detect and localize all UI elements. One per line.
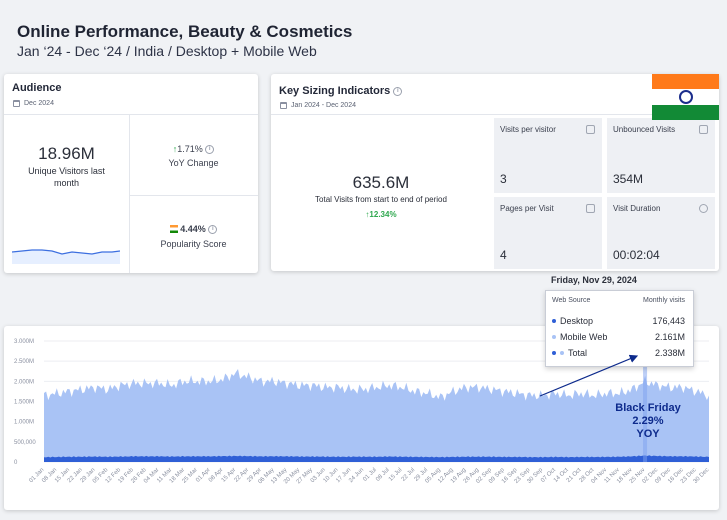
annotation-line-3: YOY [636,428,660,440]
y-tick-label: 0 [14,460,18,466]
ashoka-chakra-icon [679,90,693,104]
tile-visits-per-visitor: Visits per visitor 3 [494,118,602,193]
yoy-change-text: 1.71% [177,144,203,154]
highlight-marker [643,357,648,462]
legend-dot-icon [552,351,556,355]
tile-visit-duration: Visit Duration 00:02:04 [607,197,715,269]
info-icon[interactable]: i [205,145,215,155]
popularity-score-text: 4.44% [180,224,206,234]
black-friday-annotation: Black Friday 2.29% YOY [604,402,692,441]
legend-dot-icon [552,319,556,323]
chart-tooltip: Web Source Monthly visits Desktop 176,44… [545,290,694,367]
tile-unbounced-visits: Unbounced Visits 354M [607,118,715,193]
mobile-web-area [44,369,709,462]
tile-pages-per-visit: Pages per Visit 4 [494,197,602,269]
calendar-icon [13,100,20,107]
tooltip-col-visits: Monthly visits [642,297,685,304]
popularity-score-label: Popularity Score [160,239,227,249]
unique-visitors-label: Unique Visitors last month [28,166,105,188]
clock-icon [699,204,708,213]
pages-icon [586,204,595,213]
traffic-chart-card: 0 500,000 1.000M 1.500M 2.000M 2.500M 3.000M 01… [4,326,719,510]
tile-label: Unbounced Visits [613,125,676,134]
legend-dot-icon [560,351,564,355]
tooltip-row-value: 2.338M [654,348,685,358]
tooltip-row-total: Total 2.338M [552,348,685,358]
tooltip-row-value: 2.161M [654,332,685,342]
up-arrow-icon: ↑ [172,144,178,154]
y-tick-label: 500,000 [14,440,36,446]
ksi-date: Jan 2024 - Dec 2024 [280,102,356,109]
tooltip-col-source: Web Source [552,297,591,304]
arrow-out-icon [699,125,708,134]
key-sizing-indicators-card: Key Sizing Indicators i Jan 2024 - Dec 2… [271,74,719,271]
total-visits-change: ↑12.34% [365,210,397,219]
info-icon[interactable]: i [393,86,403,96]
traffic-area-chart[interactable]: 0500,0001.000M1.500M2.000M2.500M3.000M01… [4,326,719,510]
yoy-change-value: ↑1.71% i [129,144,258,155]
desktop-area [44,455,709,462]
tile-value: 00:02:04 [613,248,660,262]
popularity-score-value: 4.44% i [129,224,258,235]
ksi-date-text: Jan 2024 - Dec 2024 [291,102,356,109]
tooltip-date: Friday, Nov 29, 2024 [551,275,637,285]
calendar-icon [586,125,595,134]
tile-label: Pages per Visit [500,204,554,213]
ksi-title-text: Key Sizing Indicators [279,85,391,97]
tooltip-row-name: Mobile Web [560,332,608,342]
tile-label: Visit Duration [613,204,661,213]
total-visits-value: 635.6M [352,173,410,192]
y-tick-label: 1.500M [14,400,34,406]
visitors-sparkline [12,249,120,264]
india-flag-icon [169,225,178,233]
y-tick-label: 3.000M [14,339,34,345]
tooltip-row-desktop: Desktop 176,443 [552,316,685,326]
y-tick-label: 1.000M [14,420,34,426]
tile-value: 4 [500,248,507,262]
ksi-title: Key Sizing Indicators i [279,85,403,97]
annotation-line-1: Black Friday [615,402,681,414]
tooltip-row-name: Total [568,348,588,358]
tile-value: 3 [500,172,507,186]
page-title: Online Performance, Beauty & Cosmetics [17,22,353,41]
annotation-line-2: 2.29% [632,415,664,427]
legend-dot-icon [552,335,556,339]
tooltip-row-name: Desktop [560,316,594,326]
tile-label: Visits per visitor [500,125,556,134]
tile-value: 354M [613,172,644,186]
page-subtitle: Jan ‘24 - Dec ‘24 / India / Desktop + Mo… [17,43,317,59]
audience-date-text: Dec 2024 [24,100,54,107]
calendar-icon [280,102,287,109]
india-flag [652,74,719,120]
total-visits-change-text: 12.34% [369,210,397,219]
unique-visitors-value: 18.96M [38,144,95,163]
tooltip-row-value: 176,443 [652,316,685,326]
y-tick-label: 2.000M [14,379,34,385]
audience-date: Dec 2024 [13,100,54,107]
yoy-change-label: YoY Change [168,158,219,168]
audience-card: Audience Dec 2024 18.96M Unique Visitors… [4,74,258,273]
total-visits-label: Total Visits from start to end of period [315,195,447,204]
info-icon[interactable]: i [208,225,218,235]
y-tick-label: 2.500M [14,359,34,365]
audience-title: Audience [12,82,62,94]
tooltip-row-mobile: Mobile Web 2.161M [552,332,685,342]
